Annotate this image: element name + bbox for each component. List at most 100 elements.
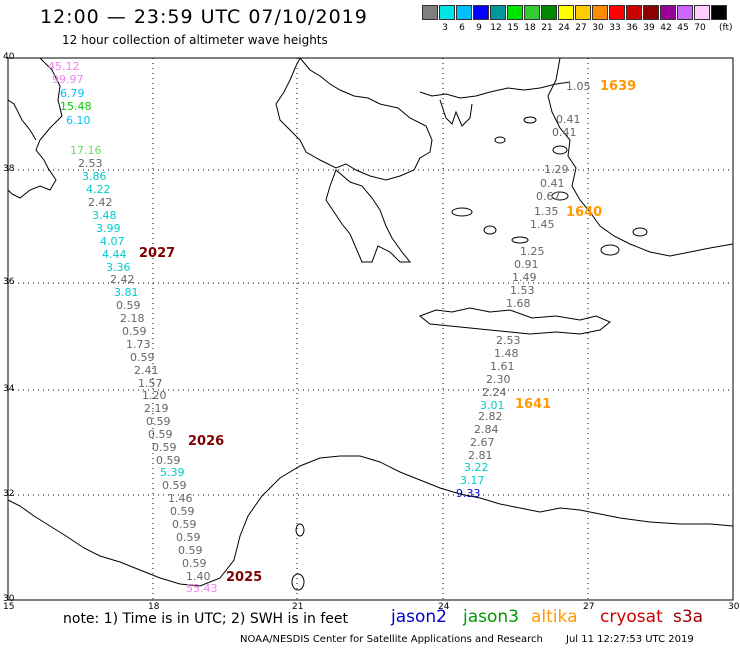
wave-height-label: 2.81 bbox=[468, 449, 493, 462]
legend-tick-label: 6 bbox=[459, 23, 465, 33]
map-frame bbox=[7, 57, 734, 601]
wave-height-label: 2.19 bbox=[144, 402, 169, 415]
wave-height-label: 1.68 bbox=[506, 297, 531, 310]
wave-height-label: 3.36 bbox=[106, 261, 131, 274]
wave-height-label: 1.20 bbox=[142, 389, 167, 402]
wave-height-label: 0.41 bbox=[552, 126, 577, 139]
legend-swatch bbox=[575, 5, 591, 20]
lat-tick-label: 38 bbox=[3, 164, 15, 174]
wave-height-label: 1.57 bbox=[138, 377, 163, 390]
wave-height-label: 17.16 bbox=[70, 144, 102, 157]
legend-swatch bbox=[660, 5, 676, 20]
wave-height-label: 3.86 bbox=[82, 170, 107, 183]
wave-height-label: 3.99 bbox=[96, 222, 121, 235]
wave-height-label: 3.17 bbox=[460, 474, 485, 487]
lat-tick-label: 40 bbox=[3, 52, 15, 62]
wave-height-label: 45.12 bbox=[48, 60, 80, 73]
legend-tick-label: 15 bbox=[507, 23, 519, 33]
lat-tick-label: 32 bbox=[3, 489, 15, 499]
wave-height-label: 5.39 bbox=[160, 466, 185, 479]
wave-height-label: 0.59 bbox=[156, 454, 181, 467]
wave-height-label: 2.42 bbox=[110, 273, 135, 286]
legend-swatch bbox=[592, 5, 608, 20]
wave-height-label: 2.84 bbox=[474, 423, 499, 436]
wave-height-label: 2.30 bbox=[486, 373, 511, 386]
wave-height-label: 0.59 bbox=[152, 441, 177, 454]
satellite-name-jason2: jason2 bbox=[391, 607, 447, 627]
lon-tick-label: 30 bbox=[728, 602, 740, 612]
wave-height-label: 2.41 bbox=[134, 364, 159, 377]
wave-height-label: 0.59 bbox=[176, 531, 201, 544]
credit-text: NOAA/NESDIS Center for Satellite Applica… bbox=[240, 634, 543, 645]
generated-timestamp: Jul 11 12:27:53 UTC 2019 bbox=[566, 634, 694, 645]
wave-height-label: 0.59 bbox=[172, 518, 197, 531]
wave-height-label: 0.59 bbox=[178, 544, 203, 557]
legend-swatch bbox=[609, 5, 625, 20]
legend-tick-label: 21 bbox=[541, 23, 553, 33]
wave-height-label: 0.59 bbox=[148, 428, 173, 441]
legend-tick-label: 42 bbox=[660, 23, 672, 33]
pass-number-label: 1640 bbox=[566, 205, 603, 220]
lat-tick-label: 34 bbox=[3, 384, 15, 394]
legend-unit: (ft) bbox=[719, 23, 733, 33]
legend-swatch bbox=[677, 5, 693, 20]
wave-height-label: 2.53 bbox=[496, 334, 521, 347]
satellite-name-s3a: s3a bbox=[673, 607, 704, 627]
wave-height-label: 2.42 bbox=[88, 196, 113, 209]
legend-tick-label: 3 bbox=[442, 23, 448, 33]
legend-tick-label: 9 bbox=[476, 23, 482, 33]
lon-tick-label: 24 bbox=[438, 602, 450, 612]
wave-height-label: 1.46 bbox=[168, 492, 193, 505]
page-subtitle: 12 hour collection of altimeter wave hei… bbox=[62, 33, 328, 47]
wave-height-label: 0.41 bbox=[556, 113, 581, 126]
satellite-name-cryosat: cryosat bbox=[600, 607, 663, 627]
wave-height-label: 1.48 bbox=[494, 347, 519, 360]
graticule bbox=[8, 58, 733, 600]
wave-height-label: 4.44 bbox=[102, 248, 127, 261]
lat-tick-label: 36 bbox=[3, 277, 15, 287]
wave-height-label: 1.45 bbox=[530, 218, 555, 231]
wave-height-label: 1.05 bbox=[566, 80, 591, 93]
wave-height-label: 0.59 bbox=[116, 299, 141, 312]
wave-height-label: 1.35 bbox=[534, 205, 559, 218]
lon-tick-label: 18 bbox=[148, 602, 160, 612]
pass-number-label: 2026 bbox=[188, 434, 225, 449]
legend-tick-label: 36 bbox=[626, 23, 638, 33]
page-title: 12:00 — 23:59 UTC 07/10/2019 bbox=[40, 6, 368, 28]
footer-note: note: 1) Time is in UTC; 2) SWH is in fe… bbox=[63, 611, 349, 627]
legend-swatch bbox=[439, 5, 455, 20]
legend-swatch bbox=[507, 5, 523, 20]
wave-height-label: 2.24 bbox=[482, 386, 507, 399]
wave-height-label: 3.48 bbox=[92, 209, 117, 222]
wave-height-label: 1.40 bbox=[186, 570, 211, 583]
legend-tick-label: 18 bbox=[524, 23, 536, 33]
pass-number-label: 1639 bbox=[600, 79, 637, 94]
legend-swatch bbox=[490, 5, 506, 20]
satellite-name-jason3: jason3 bbox=[463, 607, 519, 627]
wave-height-label: 4.07 bbox=[100, 235, 125, 248]
legend-tick-label: 70 bbox=[694, 23, 706, 33]
wave-height-label: 1.29 bbox=[544, 163, 569, 176]
legend-swatch bbox=[711, 5, 727, 20]
wave-height-label: 55.43 bbox=[186, 582, 218, 595]
wave-height-label: 1.25 bbox=[520, 245, 545, 258]
legend-swatch bbox=[456, 5, 472, 20]
lon-tick-label: 27 bbox=[583, 602, 595, 612]
lon-tick-label: 15 bbox=[3, 602, 15, 612]
pass-number-label: 1641 bbox=[515, 397, 552, 412]
wave-height-label: 0.59 bbox=[146, 415, 171, 428]
wave-height-label: 2.18 bbox=[120, 312, 145, 325]
wave-height-label: 6.10 bbox=[66, 114, 91, 127]
wave-height-label: 6.79 bbox=[60, 87, 85, 100]
wave-height-label: 1.49 bbox=[512, 271, 537, 284]
wave-height-label: 0.59 bbox=[182, 557, 207, 570]
coastline bbox=[7, 57, 734, 591]
legend-tick-label: 39 bbox=[643, 23, 655, 33]
wave-height-label: 1.53 bbox=[510, 284, 535, 297]
legend-swatch bbox=[626, 5, 642, 20]
legend-tick-label: 12 bbox=[490, 23, 502, 33]
pass-number-label: 2025 bbox=[226, 570, 263, 585]
legend-swatch bbox=[422, 5, 438, 20]
wave-height-label: 1.61 bbox=[490, 360, 515, 373]
